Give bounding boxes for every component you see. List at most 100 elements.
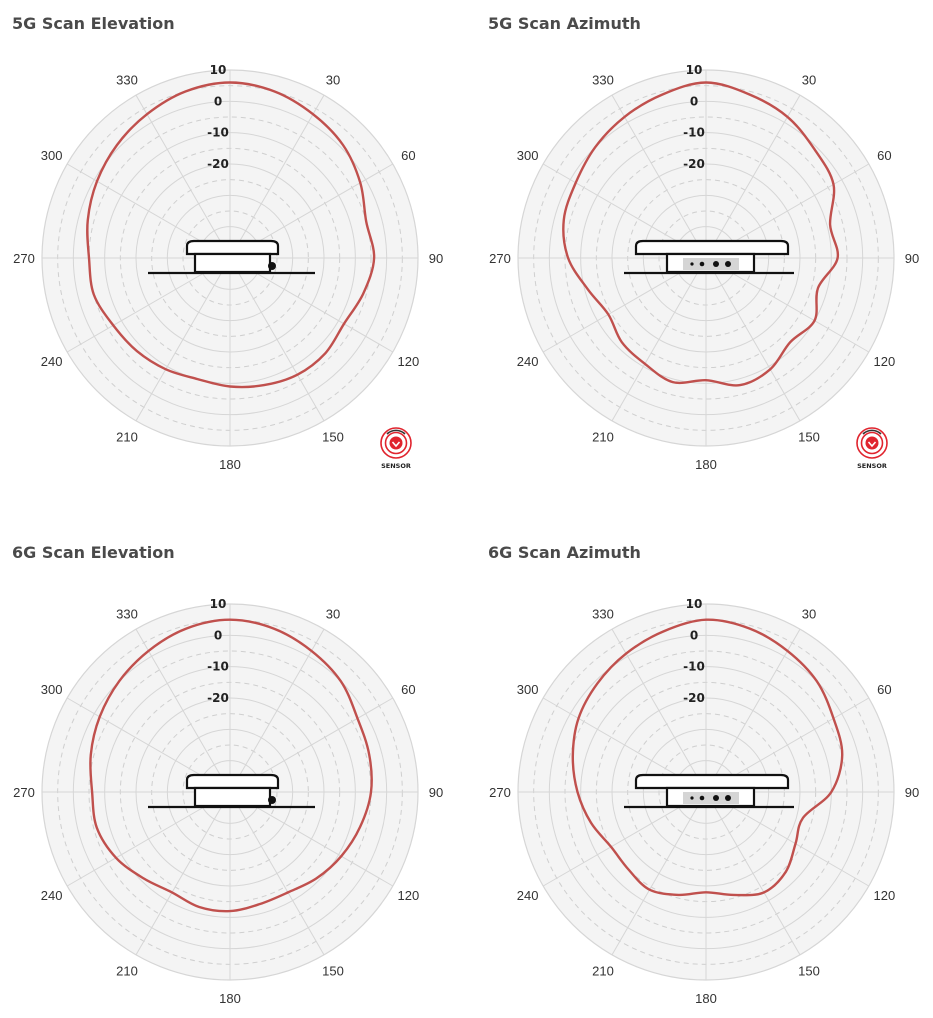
radiation-pattern-line bbox=[86, 81, 376, 389]
angle-label: 330 bbox=[116, 73, 138, 88]
sensor-core bbox=[865, 436, 879, 450]
led-dot bbox=[699, 261, 705, 267]
sensor-ring bbox=[856, 427, 888, 459]
sensor-icon: SENSOR bbox=[380, 427, 412, 470]
device-body bbox=[193, 786, 272, 808]
angle-label: 210 bbox=[116, 963, 138, 978]
angle-label: 180 bbox=[219, 991, 241, 1006]
angle-label: 180 bbox=[219, 457, 241, 472]
angle-label: 150 bbox=[798, 963, 820, 978]
device-led-strip bbox=[683, 792, 739, 804]
sensor-icon: SENSOR bbox=[856, 427, 888, 470]
grid-spoke bbox=[229, 257, 325, 422]
angle-label: 240 bbox=[41, 354, 63, 369]
sensor-arc bbox=[862, 429, 882, 435]
grid-spoke bbox=[229, 791, 325, 956]
angle-label: 330 bbox=[592, 73, 614, 88]
angle-label: 240 bbox=[517, 354, 539, 369]
ring-label: -20 bbox=[683, 157, 705, 171]
angle-label: 240 bbox=[517, 888, 539, 903]
led-dot bbox=[713, 795, 719, 801]
ring-label: -10 bbox=[683, 660, 705, 674]
ring-label: -10 bbox=[683, 126, 705, 140]
angle-label: 150 bbox=[798, 429, 820, 444]
ring-label: -10 bbox=[207, 126, 229, 140]
chart-title-5g-azimuth: 5G Scan Azimuth bbox=[488, 14, 641, 33]
angle-label: 300 bbox=[517, 148, 539, 163]
ring-label: 10 bbox=[686, 597, 703, 611]
chart-title-5g-elevation: 5G Scan Elevation bbox=[12, 14, 175, 33]
ring-label: 10 bbox=[686, 63, 703, 77]
grid-spoke bbox=[705, 257, 801, 422]
chart-title-6g-elevation: 6G Scan Elevation bbox=[12, 543, 175, 562]
grid-spoke bbox=[229, 94, 325, 259]
led-dot bbox=[699, 795, 705, 801]
grid-spoke bbox=[135, 257, 231, 422]
ring-label: -20 bbox=[207, 691, 229, 705]
angle-label: 270 bbox=[13, 251, 35, 266]
led-dot bbox=[690, 262, 694, 266]
grid-spoke bbox=[135, 94, 231, 259]
device-body bbox=[193, 252, 272, 274]
device-port bbox=[268, 796, 276, 804]
angle-label: 330 bbox=[592, 607, 614, 622]
sensor-label: SENSOR bbox=[857, 462, 887, 470]
device-side-view-icon bbox=[148, 773, 315, 809]
grid-spoke bbox=[705, 791, 801, 956]
angle-label: 90 bbox=[905, 785, 919, 800]
angle-label: 30 bbox=[802, 73, 816, 88]
angle-label: 270 bbox=[13, 785, 35, 800]
grid-spoke bbox=[611, 628, 707, 793]
angle-label: 60 bbox=[401, 148, 415, 163]
grid-spoke bbox=[229, 628, 325, 793]
sensor-arc bbox=[386, 429, 406, 435]
angle-label: 180 bbox=[695, 991, 717, 1006]
angle-label: 270 bbox=[489, 251, 511, 266]
sensor-core bbox=[389, 436, 403, 450]
angle-label: 60 bbox=[401, 682, 415, 697]
ring-label: 0 bbox=[214, 94, 222, 108]
device-top bbox=[185, 239, 280, 256]
device-top bbox=[634, 239, 790, 256]
ring-label: -20 bbox=[207, 157, 229, 171]
polar-chart-2: 10 0 -10 -20 30 60 90 120 150 180 210 240 270 300 330 bbox=[13, 597, 443, 1006]
sensor-check bbox=[391, 441, 401, 448]
ring-label: -20 bbox=[683, 691, 705, 705]
grid-spoke bbox=[611, 257, 707, 422]
ring-label: 10 bbox=[210, 597, 227, 611]
angle-label: 150 bbox=[322, 429, 344, 444]
polar-chart-1: 10 0 -10 -20 30 60 90 120 150 180 210 240 270 300 330 S… bbox=[489, 63, 919, 472]
angle-label: 300 bbox=[517, 682, 539, 697]
device-top bbox=[634, 773, 790, 790]
ring-label: 0 bbox=[690, 628, 698, 642]
grid-spoke bbox=[611, 94, 707, 259]
radiation-pattern-line bbox=[571, 618, 844, 897]
sensor-ring bbox=[384, 431, 408, 455]
angle-label: 90 bbox=[429, 785, 443, 800]
ring-label: -10 bbox=[207, 660, 229, 674]
sensor-label: SENSOR bbox=[381, 462, 411, 470]
grid-spoke bbox=[705, 94, 801, 259]
ring-label: 0 bbox=[214, 628, 222, 642]
angle-label: 120 bbox=[398, 354, 420, 369]
led-dot bbox=[713, 261, 719, 267]
angle-label: 30 bbox=[326, 607, 340, 622]
ring-label: 10 bbox=[210, 63, 227, 77]
angle-label: 210 bbox=[592, 429, 614, 444]
device-port bbox=[268, 262, 276, 270]
radiation-pattern-line bbox=[89, 618, 373, 913]
angle-label: 60 bbox=[877, 682, 891, 697]
angle-label: 30 bbox=[802, 607, 816, 622]
angle-label: 330 bbox=[116, 607, 138, 622]
angle-label: 210 bbox=[592, 963, 614, 978]
led-dot bbox=[690, 796, 694, 800]
ring-label: 0 bbox=[690, 94, 698, 108]
device-top bbox=[185, 773, 280, 790]
angle-label: 120 bbox=[398, 888, 420, 903]
chart-title-6g-azimuth: 6G Scan Azimuth bbox=[488, 543, 641, 562]
angle-label: 210 bbox=[116, 429, 138, 444]
grid-spoke bbox=[705, 628, 801, 793]
angle-label: 180 bbox=[695, 457, 717, 472]
angle-label: 240 bbox=[41, 888, 63, 903]
